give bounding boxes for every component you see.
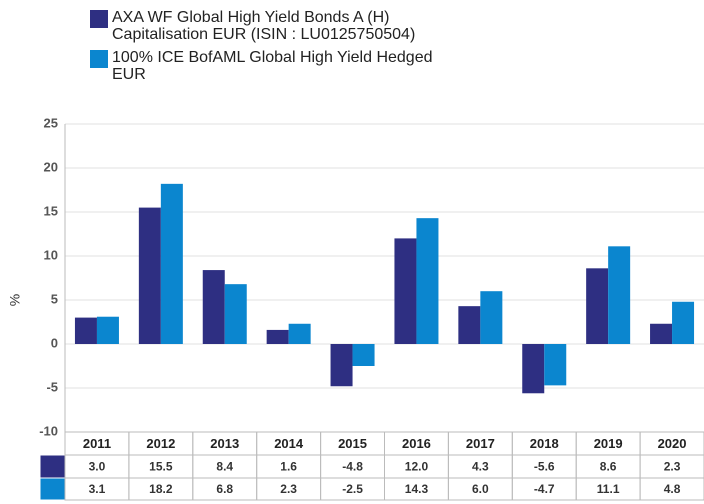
- legend-swatch: [90, 50, 108, 68]
- bar: [608, 246, 631, 344]
- table-value: 18.2: [149, 482, 173, 496]
- x-tick-label: 2019: [594, 436, 623, 451]
- table-value: 8.6: [600, 460, 617, 474]
- table-value: 3.0: [89, 460, 106, 474]
- x-tick-label: 2018: [530, 436, 559, 451]
- table-value: -4.7: [534, 482, 555, 496]
- legend: AXA WF Global High Yield Bonds A (H) Cap…: [90, 9, 462, 89]
- table-value: 4.8: [664, 482, 681, 496]
- y-tick-label: 5: [51, 291, 58, 306]
- bar: [672, 301, 695, 344]
- table-value: 4.3: [472, 460, 489, 474]
- table-value: 6.0: [472, 482, 489, 496]
- table-value: 14.3: [405, 482, 429, 496]
- table-value: -2.5: [342, 482, 363, 496]
- table-value: -4.8: [342, 460, 363, 474]
- table-value: 3.1: [89, 482, 106, 496]
- bar: [138, 207, 161, 344]
- bar: [650, 323, 673, 344]
- bar: [586, 268, 609, 344]
- legend-item: 100% ICE BofAML Global High Yield Hedged…: [90, 49, 462, 83]
- bar: [544, 344, 567, 386]
- bar: [202, 270, 225, 344]
- table-value: -5.6: [534, 460, 555, 474]
- bar: [522, 344, 545, 394]
- x-tick-label: 2020: [658, 436, 687, 451]
- y-tick-label: 0: [51, 335, 58, 350]
- legend-item: AXA WF Global High Yield Bonds A (H) Cap…: [90, 9, 462, 43]
- table-value: 1.6: [280, 460, 297, 474]
- table-value: 8.4: [216, 460, 233, 474]
- bar: [224, 284, 247, 344]
- table-value: 11.1: [597, 482, 620, 496]
- x-tick-label: 2012: [146, 436, 175, 451]
- y-tick-label: 20: [44, 159, 58, 174]
- y-axis-label: %: [7, 294, 23, 306]
- bar: [416, 218, 439, 344]
- x-tick-label: 2011: [83, 436, 111, 451]
- table-swatch: [39, 454, 66, 479]
- x-tick-label: 2016: [402, 436, 431, 451]
- table-swatch: [39, 477, 66, 501]
- legend-label: AXA WF Global High Yield Bonds A (H) Cap…: [112, 9, 416, 43]
- legend-swatch: [90, 10, 108, 28]
- bar: [96, 316, 119, 344]
- table-value: 15.5: [149, 460, 173, 474]
- bar: [74, 317, 97, 344]
- bar: [394, 238, 417, 344]
- table-value: 2.3: [664, 460, 681, 474]
- bar: [160, 183, 183, 344]
- bar: [330, 344, 353, 387]
- y-tick-label: 15: [44, 203, 58, 218]
- x-tick-label: 2014: [274, 436, 304, 451]
- y-tick-label: -10: [39, 423, 58, 438]
- x-tick-label: 2017: [466, 436, 495, 451]
- bar: [480, 291, 503, 344]
- legend-label: 100% ICE BofAML Global High Yield Hedged…: [112, 49, 433, 83]
- y-tick-label: 25: [44, 115, 58, 130]
- bar: [266, 329, 289, 344]
- x-tick-label: 2013: [210, 436, 239, 451]
- table-value: 6.8: [216, 482, 233, 496]
- table-value: 12.0: [405, 460, 429, 474]
- y-tick-label: 10: [44, 247, 58, 262]
- bar: [352, 344, 375, 366]
- table-value: 2.3: [280, 482, 297, 496]
- x-tick-label: 2015: [338, 436, 367, 451]
- bar: [458, 306, 481, 344]
- bar: [288, 323, 311, 344]
- y-tick-label: -5: [46, 379, 58, 394]
